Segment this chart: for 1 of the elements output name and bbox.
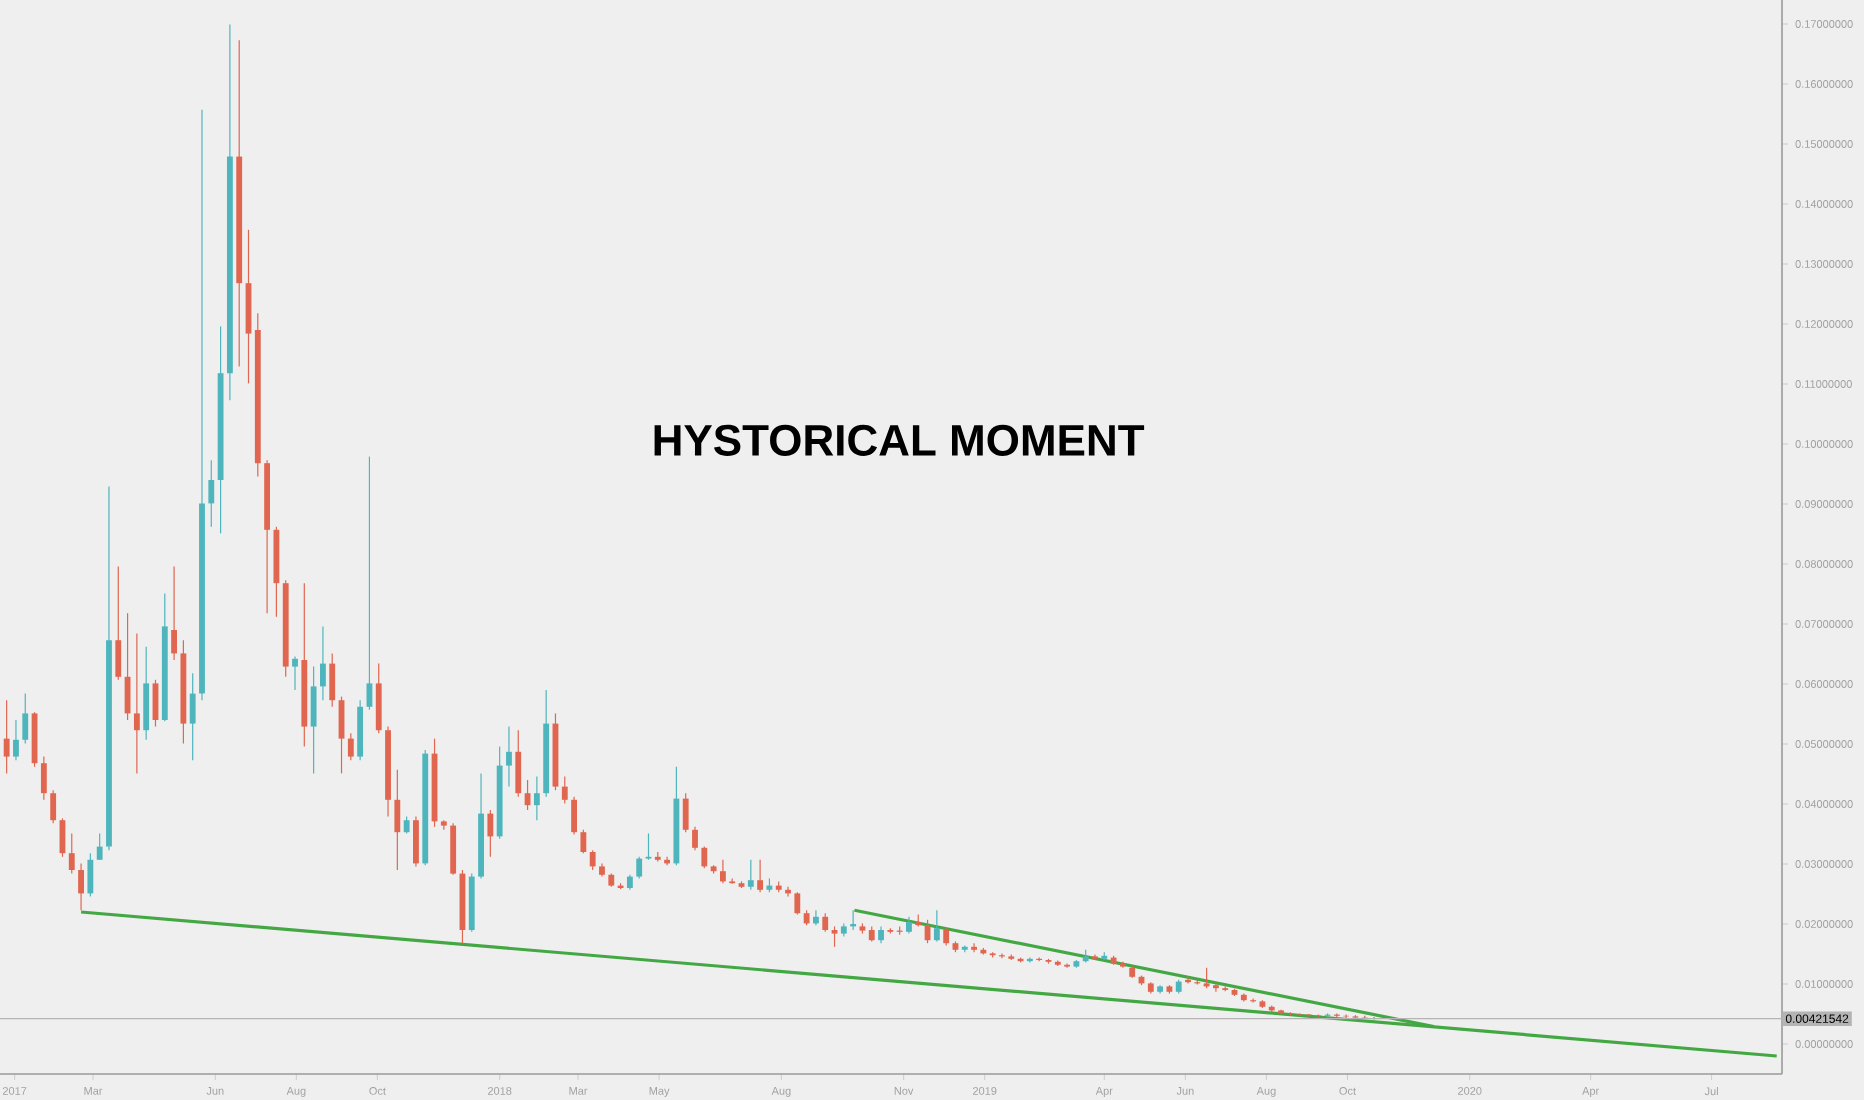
annotation: HYSTORICAL MOMENT <box>654 424 1145 456</box>
